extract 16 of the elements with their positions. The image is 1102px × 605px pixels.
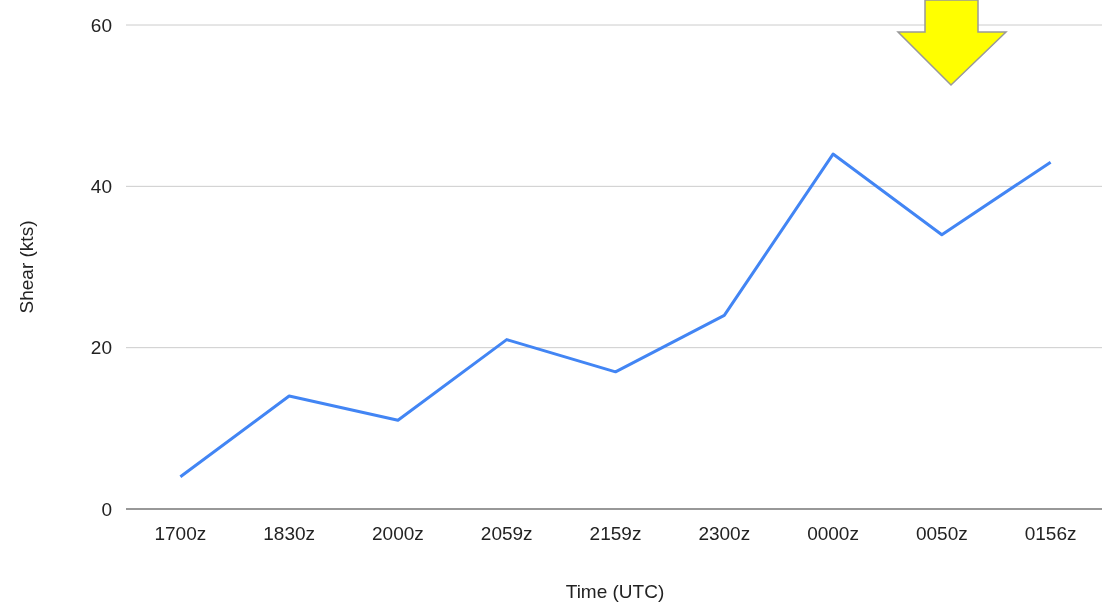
x-tick-label: 0156z [1024, 523, 1077, 544]
x-tick-label: 1830z [263, 523, 316, 544]
x-tick-label: 1700z [154, 523, 207, 544]
y-tick-label: 40 [90, 175, 112, 197]
x-tick-label: 2159z [589, 523, 642, 544]
x-tick-label: 2059z [480, 523, 533, 544]
x-tick-label: 2000z [372, 523, 424, 544]
y-tick-label: 20 [90, 337, 112, 359]
y-tick-label: 60 [90, 14, 112, 36]
x-axis-title: Time (UTC) [565, 581, 665, 602]
x-tick-label: 0050z [915, 523, 968, 544]
x-tick-label: 2300z [698, 523, 751, 544]
y-tick-label: 0 [101, 498, 112, 520]
line-series [178, 152, 1053, 479]
y-axis-title: Shear (kts) [16, 220, 37, 314]
x-tick-label: 0000z [807, 523, 859, 544]
